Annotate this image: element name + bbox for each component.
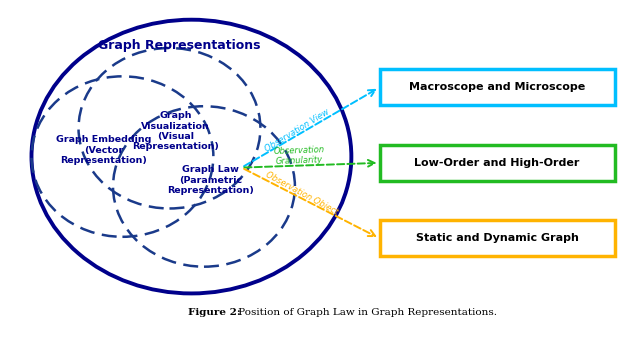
FancyBboxPatch shape	[380, 220, 615, 256]
Text: Low-Order and High-Order: Low-Order and High-Order	[415, 158, 580, 168]
Text: Position of Graph Law in Graph Representations.: Position of Graph Law in Graph Represent…	[236, 308, 497, 317]
Text: Graph Embedding
(Vector
Representation): Graph Embedding (Vector Representation)	[56, 135, 151, 165]
Text: Observation
Granularity: Observation Granularity	[273, 145, 325, 167]
FancyBboxPatch shape	[380, 69, 615, 105]
Text: Static and Dynamic Graph: Static and Dynamic Graph	[416, 233, 579, 244]
Text: Macroscope and Microscope: Macroscope and Microscope	[409, 82, 586, 92]
Text: Observation Object: Observation Object	[264, 170, 339, 217]
Text: Observation View: Observation View	[264, 107, 331, 153]
Text: Graph Law
(Parametric
Representation): Graph Law (Parametric Representation)	[167, 165, 253, 195]
Text: Graph Representations: Graph Representations	[98, 39, 260, 52]
Text: Graph
Visualization
(Visual
Representation): Graph Visualization (Visual Representati…	[132, 111, 219, 152]
Text: Figure 2:: Figure 2:	[188, 308, 241, 317]
FancyBboxPatch shape	[380, 145, 615, 181]
